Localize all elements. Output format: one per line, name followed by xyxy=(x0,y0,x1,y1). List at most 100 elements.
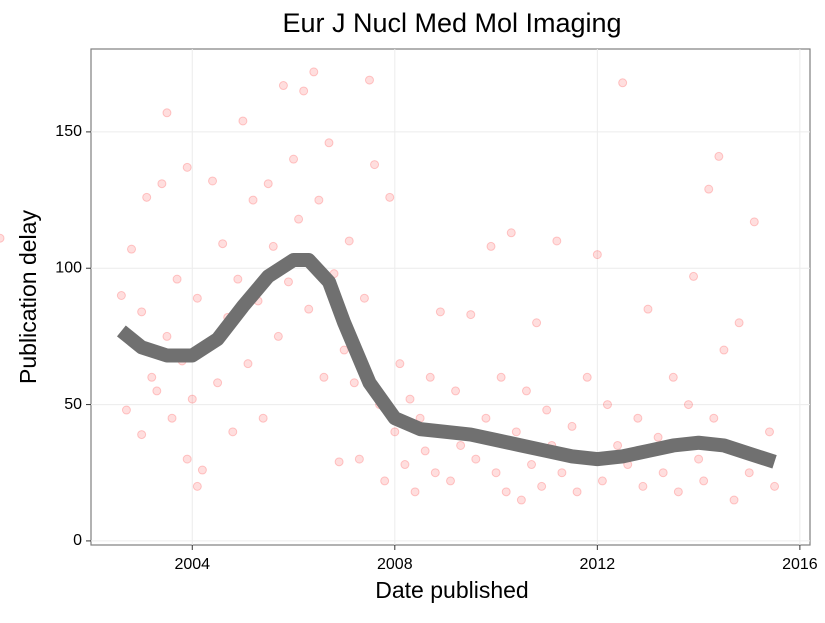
point xyxy=(658,468,668,478)
point xyxy=(314,195,324,205)
point xyxy=(511,427,521,437)
point xyxy=(618,78,628,88)
point xyxy=(400,460,410,470)
point xyxy=(446,476,455,486)
point xyxy=(689,271,699,281)
point xyxy=(435,307,445,317)
point xyxy=(309,67,319,77)
point xyxy=(582,372,592,382)
point xyxy=(744,468,754,478)
point xyxy=(597,476,607,486)
point xyxy=(709,413,719,423)
x-tick-label: 2012 xyxy=(580,556,616,573)
point xyxy=(704,184,714,194)
point xyxy=(592,250,602,260)
point xyxy=(719,345,729,355)
point xyxy=(187,394,197,404)
point xyxy=(172,274,182,284)
point xyxy=(116,291,126,301)
point xyxy=(451,386,461,396)
y-tick-label: 150 xyxy=(55,123,82,140)
point xyxy=(380,476,390,486)
point xyxy=(349,378,359,388)
point xyxy=(243,359,253,369)
point xyxy=(299,86,309,96)
point xyxy=(537,481,547,491)
point xyxy=(137,430,147,440)
point xyxy=(405,394,415,404)
point xyxy=(319,372,329,382)
point xyxy=(521,386,531,396)
point xyxy=(385,192,395,202)
point xyxy=(364,75,374,85)
point xyxy=(749,217,759,227)
point xyxy=(633,413,643,423)
point xyxy=(142,192,152,202)
point xyxy=(152,386,162,396)
point xyxy=(572,487,582,497)
point xyxy=(294,214,304,224)
point xyxy=(390,427,400,437)
point xyxy=(729,495,739,505)
x-tick-label: 2004 xyxy=(174,556,210,573)
x-tick-label: 2016 xyxy=(782,556,818,573)
point xyxy=(764,427,774,437)
point xyxy=(273,331,283,341)
point xyxy=(516,495,526,505)
point xyxy=(283,277,293,287)
point xyxy=(233,274,243,284)
point xyxy=(238,116,248,126)
point xyxy=(121,405,131,415)
point xyxy=(334,457,344,467)
point xyxy=(324,138,334,148)
point xyxy=(456,440,466,450)
point xyxy=(420,446,430,456)
x-tick-label: 2008 xyxy=(377,556,413,573)
point xyxy=(395,359,405,369)
point xyxy=(699,476,709,486)
point xyxy=(486,241,496,251)
point xyxy=(734,318,744,328)
point xyxy=(268,241,278,251)
point xyxy=(770,481,780,491)
point xyxy=(182,454,192,464)
point xyxy=(263,179,273,189)
point xyxy=(370,160,380,170)
point xyxy=(218,239,228,249)
point xyxy=(683,400,693,410)
point xyxy=(471,454,481,464)
point xyxy=(289,154,299,164)
point xyxy=(137,307,147,317)
point xyxy=(410,487,420,497)
point xyxy=(567,421,577,431)
point xyxy=(673,487,683,497)
point xyxy=(430,468,440,478)
point xyxy=(258,413,268,423)
point xyxy=(557,468,567,478)
point xyxy=(643,304,653,314)
y-tick-label: 100 xyxy=(55,259,82,276)
smooth-line xyxy=(116,253,777,469)
point xyxy=(359,293,369,303)
point xyxy=(714,151,724,161)
point xyxy=(228,427,238,437)
point xyxy=(552,236,562,246)
point xyxy=(304,304,314,314)
y-axis-label: Publication delay xyxy=(15,210,41,384)
point xyxy=(425,372,435,382)
point xyxy=(127,244,137,254)
point xyxy=(527,460,537,470)
point xyxy=(481,413,491,423)
point xyxy=(162,108,172,118)
point xyxy=(344,236,354,246)
y-tick-label: 50 xyxy=(64,396,82,413)
point xyxy=(182,162,192,172)
point xyxy=(532,318,542,328)
point xyxy=(192,293,202,303)
point xyxy=(668,372,678,382)
point xyxy=(638,481,648,491)
point xyxy=(542,405,552,415)
chart-title: Eur J Nucl Med Mol Imaging xyxy=(282,8,621,38)
point xyxy=(248,195,258,205)
